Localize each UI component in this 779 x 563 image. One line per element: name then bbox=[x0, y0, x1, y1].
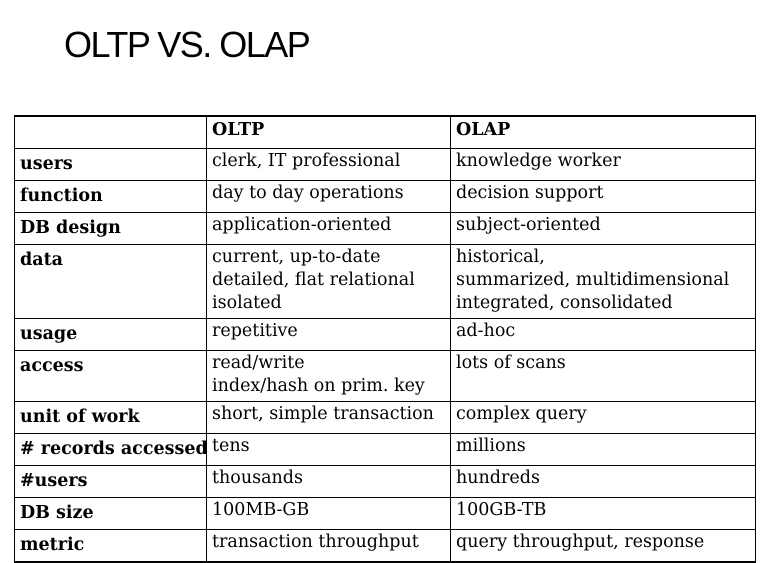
olap-cell: subject-oriented bbox=[450, 212, 756, 245]
olap-cell: lots of scans bbox=[450, 350, 756, 402]
row-label: usage bbox=[14, 318, 207, 351]
table-row: metric transaction throughput query throug… bbox=[14, 529, 756, 562]
oltp-value-line: short, simple transaction bbox=[212, 404, 434, 424]
table-row: #users thousands hundreds bbox=[14, 465, 756, 498]
table-header-row: OLTP OLAP bbox=[14, 115, 756, 149]
row-label: DB design bbox=[14, 212, 207, 245]
oltp-cell: repetitive bbox=[206, 318, 451, 351]
oltp-value-line: application-oriented bbox=[212, 215, 392, 235]
oltp-cell: current, up-to-date detailed, flat relati… bbox=[206, 244, 451, 319]
olap-cell: query throughput, response bbox=[450, 529, 756, 562]
row-label: data bbox=[14, 244, 207, 319]
oltp-cell: thousands bbox=[206, 465, 451, 498]
table-row: unit of work short, simple transaction com… bbox=[14, 401, 756, 434]
olap-cell: knowledge worker bbox=[450, 148, 756, 181]
oltp-value-line: clerk, IT professional bbox=[212, 151, 401, 171]
olap-cell: decision support bbox=[450, 180, 756, 213]
olap-value-line: knowledge worker bbox=[456, 151, 621, 171]
oltp-value-line: 100MB-GB bbox=[212, 500, 310, 520]
oltp-cell: transaction throughput bbox=[206, 529, 451, 562]
oltp-value-line: index/hash on prim. key bbox=[212, 376, 425, 396]
olap-value-line: summarized, multidimensional bbox=[456, 270, 730, 290]
olap-value-line: integrated, consolidated bbox=[456, 293, 673, 313]
olap-value-line: historical, bbox=[456, 247, 545, 267]
oltp-value-line: current, up-to-date bbox=[212, 247, 381, 267]
row-label: users bbox=[14, 148, 207, 181]
olap-value-line: subject-oriented bbox=[456, 215, 601, 235]
row-label: #users bbox=[14, 465, 207, 498]
olap-cell: hundreds bbox=[450, 465, 756, 498]
olap-cell: ad-hoc bbox=[450, 318, 756, 351]
header-empty-cell bbox=[14, 115, 207, 149]
olap-value-line: 100GB-TB bbox=[456, 500, 547, 520]
olap-value-line: lots of scans bbox=[456, 353, 566, 373]
table-row: access read/write index/hash on prim. key l… bbox=[14, 350, 756, 402]
row-label: metric bbox=[14, 529, 207, 562]
table-body: users clerk, IT professional knowledge wor… bbox=[14, 148, 756, 562]
oltp-value-line: day to day operations bbox=[212, 183, 404, 203]
header-olap: OLAP bbox=[450, 115, 756, 149]
oltp-cell: tens bbox=[206, 433, 451, 466]
oltp-cell: day to day operations bbox=[206, 180, 451, 213]
row-label: DB size bbox=[14, 497, 207, 530]
table-row: DB size 100MB-GB 100GB-TB bbox=[14, 497, 756, 530]
oltp-cell: clerk, IT professional bbox=[206, 148, 451, 181]
oltp-value-line: read/write bbox=[212, 353, 305, 373]
oltp-cell: application-oriented bbox=[206, 212, 451, 245]
oltp-value-line: thousands bbox=[212, 468, 303, 488]
oltp-cell: 100MB-GB bbox=[206, 497, 451, 530]
oltp-value-line: detailed, flat relational bbox=[212, 270, 415, 290]
row-label: access bbox=[14, 350, 207, 402]
olap-value-line: query throughput, response bbox=[456, 532, 705, 552]
oltp-value-line: tens bbox=[212, 436, 250, 456]
oltp-value-line: repetitive bbox=[212, 321, 298, 341]
olap-value-line: complex query bbox=[456, 404, 587, 424]
row-label: unit of work bbox=[14, 401, 207, 434]
row-label: function bbox=[14, 180, 207, 213]
oltp-value-line: isolated bbox=[212, 293, 282, 313]
olap-value-line: decision support bbox=[456, 183, 604, 203]
row-label: # records accessed bbox=[14, 433, 207, 466]
olap-cell: 100GB-TB bbox=[450, 497, 756, 530]
slide-title: OLTP VS. OLAP bbox=[64, 24, 311, 65]
oltp-cell: read/write index/hash on prim. key bbox=[206, 350, 451, 402]
olap-cell: historical, summarized, multidimensional i… bbox=[450, 244, 756, 319]
oltp-value-line: transaction throughput bbox=[212, 532, 419, 552]
table-row: usage repetitive ad-hoc bbox=[14, 318, 756, 351]
table-row: function day to day operations decision su… bbox=[14, 180, 756, 213]
comparison-table: OLTP OLAP users clerk, IT professional kno… bbox=[14, 115, 756, 563]
table-row: users clerk, IT professional knowledge wor… bbox=[14, 148, 756, 181]
olap-value-line: hundreds bbox=[456, 468, 540, 488]
table-row: data current, up-to-date detailed, flat re… bbox=[14, 244, 756, 319]
olap-value-line: ad-hoc bbox=[456, 321, 516, 341]
olap-value-line: millions bbox=[456, 436, 526, 456]
olap-cell: millions bbox=[450, 433, 756, 466]
olap-cell: complex query bbox=[450, 401, 756, 434]
oltp-cell: short, simple transaction bbox=[206, 401, 451, 434]
header-oltp: OLTP bbox=[206, 115, 451, 149]
table-row: # records accessed tens millions bbox=[14, 433, 756, 466]
table-row: DB design application-oriented subject-ori… bbox=[14, 212, 756, 245]
